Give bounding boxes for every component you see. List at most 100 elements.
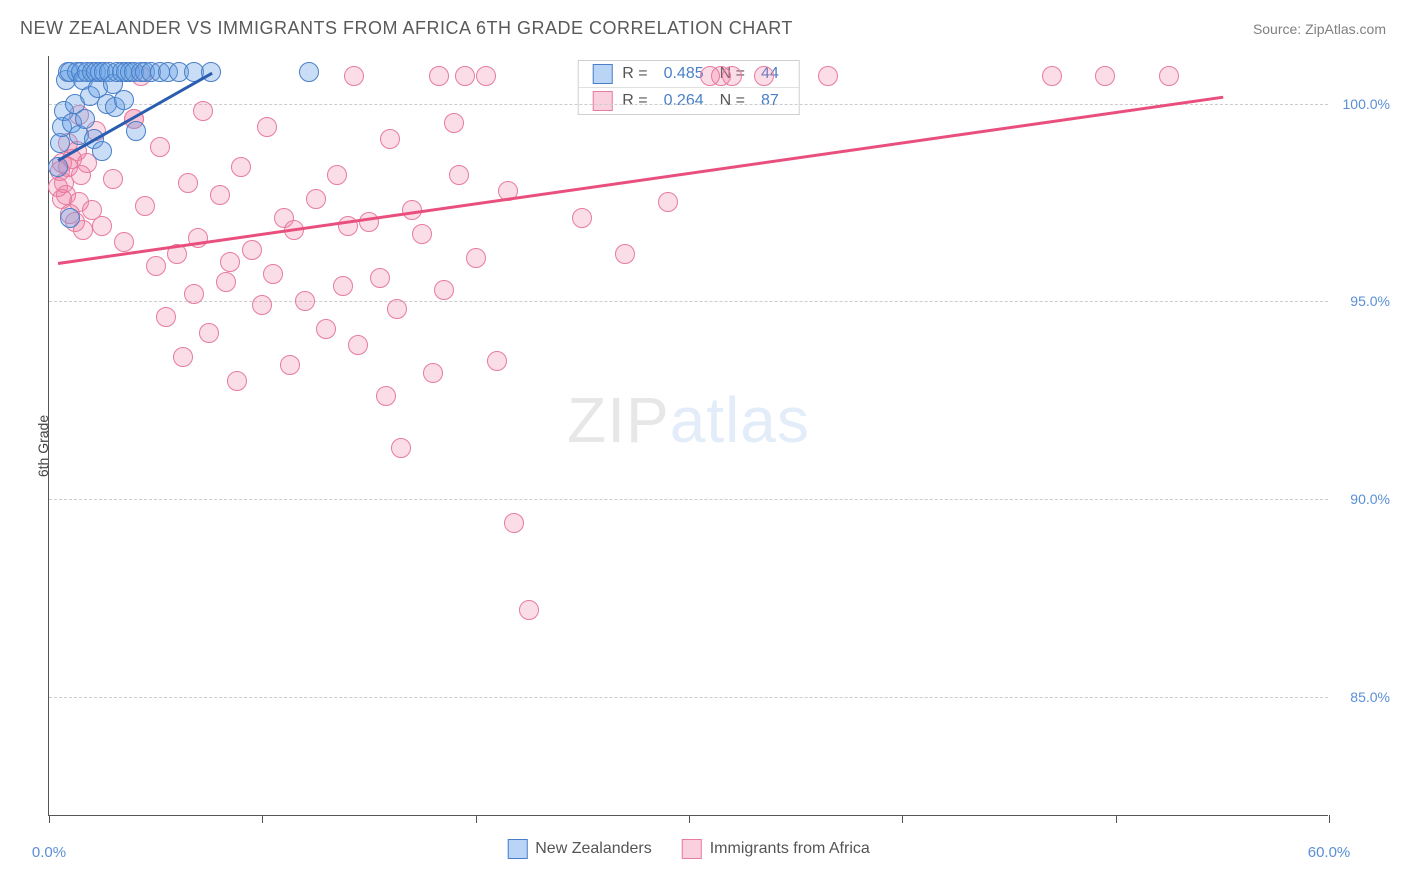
data-point [466, 248, 486, 268]
data-point [434, 280, 454, 300]
legend-series: New Zealanders Immigrants from Africa [507, 839, 870, 859]
y-tick-label: 95.0% [1334, 293, 1390, 309]
data-point [184, 284, 204, 304]
swatch-series1-bottom [507, 839, 527, 859]
x-tick [1329, 815, 1330, 823]
x-tick-label: 60.0% [1308, 844, 1351, 861]
data-point [146, 256, 166, 276]
data-point [156, 307, 176, 327]
n-label: N = [720, 92, 745, 110]
data-point [114, 232, 134, 252]
data-point [449, 165, 469, 185]
data-point [615, 244, 635, 264]
x-tick [476, 815, 477, 823]
r-value-1: 0.485 [664, 65, 704, 83]
data-point [429, 66, 449, 86]
data-point [818, 66, 838, 86]
data-point [1159, 66, 1179, 86]
data-point [92, 216, 112, 236]
r-value-2: 0.264 [664, 92, 704, 110]
data-point [263, 264, 283, 284]
data-point [126, 121, 146, 141]
data-point [227, 371, 247, 391]
data-point [658, 192, 678, 212]
x-tick [1116, 815, 1117, 823]
data-point [476, 66, 496, 86]
data-point [252, 295, 272, 315]
data-point [444, 113, 464, 133]
legend-row-series2: R = 0.264 N = 87 [578, 88, 799, 114]
data-point [114, 90, 134, 110]
data-point [92, 141, 112, 161]
y-tick-label: 90.0% [1334, 491, 1390, 507]
data-point [242, 240, 262, 260]
data-point [299, 62, 319, 82]
x-tick [49, 815, 50, 823]
data-point [257, 117, 277, 137]
data-point [344, 66, 364, 86]
r-label: R = [622, 65, 647, 83]
data-point [103, 169, 123, 189]
data-point [519, 600, 539, 620]
x-tick [262, 815, 263, 823]
watermark-zip: ZIP [567, 384, 670, 456]
data-point [376, 386, 396, 406]
data-point [722, 66, 742, 86]
data-point [295, 291, 315, 311]
legend-item-series2: Immigrants from Africa [682, 839, 870, 859]
x-tick [689, 815, 690, 823]
data-point [412, 224, 432, 244]
gridline-h [49, 301, 1328, 302]
data-point [359, 212, 379, 232]
swatch-series1 [592, 64, 612, 84]
data-point [333, 276, 353, 296]
watermark: ZIPatlas [567, 383, 810, 457]
gridline-h [49, 499, 1328, 500]
data-point [199, 323, 219, 343]
data-point [1042, 66, 1062, 86]
data-point [216, 272, 236, 292]
data-point [423, 363, 443, 383]
data-point [231, 157, 251, 177]
data-point [306, 189, 326, 209]
data-point [572, 208, 592, 228]
data-point [380, 129, 400, 149]
data-point [504, 513, 524, 533]
data-point [348, 335, 368, 355]
chart-title: NEW ZEALANDER VS IMMIGRANTS FROM AFRICA … [20, 18, 793, 39]
data-point [327, 165, 347, 185]
swatch-series2 [592, 91, 612, 111]
data-point [210, 185, 230, 205]
x-tick-label: 0.0% [32, 844, 66, 861]
gridline-h [49, 697, 1328, 698]
plot-area: ZIPatlas R = 0.485 N = 44 R = 0.264 N = … [48, 56, 1328, 816]
r-label: R = [622, 92, 647, 110]
x-tick [902, 815, 903, 823]
data-point [316, 319, 336, 339]
gridline-h [49, 104, 1328, 105]
data-point [280, 355, 300, 375]
swatch-series2-bottom [682, 839, 702, 859]
data-point [75, 109, 95, 129]
data-point [487, 351, 507, 371]
data-point [150, 137, 170, 157]
legend-item-series1: New Zealanders [507, 839, 652, 859]
legend-label-2: Immigrants from Africa [710, 840, 870, 858]
source-label: Source: ZipAtlas.com [1253, 21, 1386, 37]
data-point [391, 438, 411, 458]
legend-label-1: New Zealanders [535, 840, 652, 858]
y-tick-label: 100.0% [1334, 96, 1390, 112]
y-tick-label: 85.0% [1334, 689, 1390, 705]
data-point [220, 252, 240, 272]
n-value-2: 87 [761, 92, 779, 110]
data-point [387, 299, 407, 319]
data-point [455, 66, 475, 86]
data-point [60, 208, 80, 228]
data-point [178, 173, 198, 193]
trend-line [57, 96, 1222, 265]
data-point [135, 196, 155, 216]
title-bar: NEW ZEALANDER VS IMMIGRANTS FROM AFRICA … [20, 18, 1386, 39]
data-point [193, 101, 213, 121]
data-point [370, 268, 390, 288]
data-point [754, 66, 774, 86]
